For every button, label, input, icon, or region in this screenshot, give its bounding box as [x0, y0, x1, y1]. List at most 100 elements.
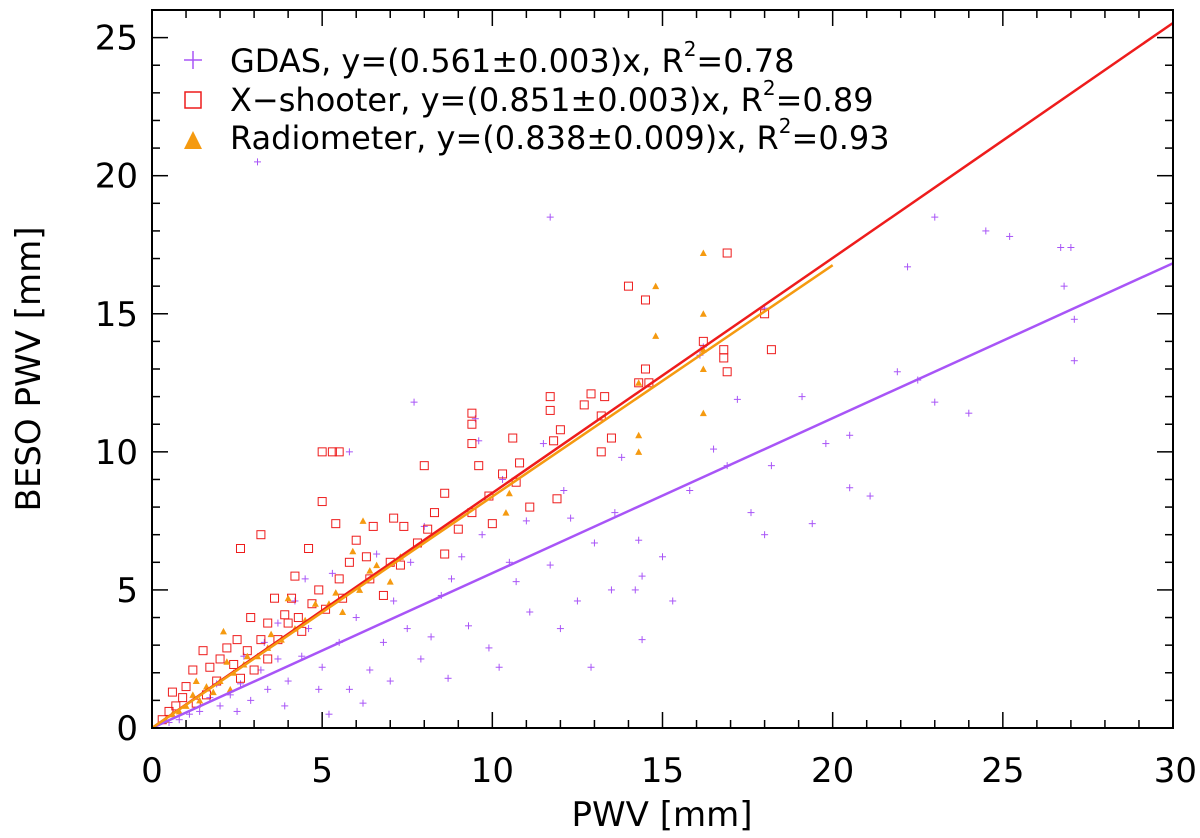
- data-point: [618, 453, 626, 461]
- data-point: [339, 608, 347, 616]
- data-point: [440, 488, 450, 498]
- y-tick-label: 25: [95, 19, 138, 59]
- data-point: [560, 487, 568, 495]
- data-point: [722, 248, 732, 258]
- data-point: [525, 502, 535, 512]
- data-point: [280, 610, 290, 620]
- legend-label-xshooter: X−shooter, y=(0.851±0.003)x, R2=0.89: [230, 76, 874, 119]
- legend: GDAS, y=(0.561±0.003)x, R2=0.78 X−shoote…: [184, 37, 890, 157]
- series-gdas: [165, 158, 1078, 726]
- data-point: [556, 625, 564, 633]
- data-point: [546, 561, 554, 569]
- data-point: [590, 539, 598, 547]
- data-point: [546, 213, 554, 221]
- data-point: [567, 514, 575, 522]
- data-point: [495, 663, 503, 671]
- x-tick-label: 15: [641, 751, 684, 791]
- data-point: [669, 597, 677, 605]
- data-point: [293, 613, 303, 623]
- series-radiometer: [162, 249, 707, 723]
- data-point: [235, 673, 245, 683]
- y-tick-label: 10: [95, 433, 138, 473]
- legend-marker-square-icon: [184, 91, 202, 109]
- data-point: [175, 716, 183, 724]
- data-point: [1070, 357, 1078, 365]
- data-point: [634, 378, 644, 388]
- data-point: [458, 553, 466, 561]
- data-point: [447, 575, 455, 583]
- data-point: [747, 509, 755, 517]
- data-point: [395, 560, 405, 570]
- data-point: [733, 395, 741, 403]
- data-point: [209, 688, 217, 696]
- data-point: [181, 682, 191, 692]
- data-point: [327, 447, 337, 457]
- data-point: [378, 590, 388, 600]
- data-point: [284, 594, 292, 602]
- data-point: [366, 666, 374, 674]
- data-point: [1006, 232, 1014, 240]
- data-point: [178, 693, 188, 703]
- data-point: [640, 295, 650, 305]
- data-point: [931, 213, 939, 221]
- fit-line-radiometer: [151, 264, 834, 730]
- data-point: [345, 685, 353, 693]
- points-layer: [157, 158, 1078, 726]
- x-tick-label: 0: [141, 751, 163, 791]
- data-point: [233, 707, 241, 715]
- data-point: [236, 680, 244, 688]
- data-point: [399, 521, 409, 531]
- data-point: [291, 597, 299, 605]
- data-point: [389, 513, 399, 523]
- data-point: [321, 604, 331, 614]
- y-tick-label: 20: [95, 157, 138, 197]
- data-point: [334, 574, 344, 584]
- data-point: [471, 415, 479, 423]
- data-point: [1057, 243, 1065, 251]
- data-point: [611, 509, 619, 517]
- data-point: [440, 549, 450, 559]
- data-point: [893, 368, 901, 376]
- data-point: [606, 433, 616, 443]
- data-point: [698, 336, 708, 346]
- x-axis-title: PWV [mm]: [572, 795, 753, 835]
- data-point: [301, 575, 309, 583]
- data-point: [235, 544, 245, 553]
- data-point: [652, 282, 660, 290]
- data-point: [325, 710, 333, 718]
- data-point: [549, 436, 559, 446]
- legend-label-radiometer: Radiometer, y=(0.838±0.009)x, R2=0.93: [230, 114, 890, 157]
- data-point: [332, 589, 340, 596]
- data-point: [318, 663, 326, 671]
- data-point: [246, 613, 256, 623]
- data-point: [205, 662, 215, 672]
- data-point: [263, 618, 273, 628]
- data-point: [846, 431, 854, 439]
- data-point: [453, 524, 463, 534]
- data-point: [344, 557, 354, 567]
- data-point: [539, 440, 547, 448]
- data-point: [719, 345, 729, 355]
- data-point: [417, 655, 425, 663]
- data-point: [761, 531, 769, 539]
- data-point: [427, 633, 435, 641]
- data-point: [315, 685, 323, 693]
- data-point: [467, 419, 477, 429]
- tick-labels: 0 5 10 15 20 25 30 0 5 10 15 20 25: [95, 19, 1197, 791]
- data-point: [467, 408, 477, 418]
- data-point: [444, 674, 452, 682]
- data-point: [410, 398, 418, 406]
- y-axis-title: BESO PWV [mm]: [9, 227, 49, 512]
- y-tick-label: 0: [116, 709, 138, 749]
- data-point: [638, 572, 646, 580]
- data-point: [579, 400, 589, 410]
- data-point: [263, 654, 273, 664]
- data-point: [478, 531, 486, 539]
- data-point: [264, 685, 272, 693]
- data-point: [175, 707, 183, 715]
- data-point: [586, 389, 596, 399]
- data-point: [189, 691, 197, 698]
- data-point: [652, 332, 660, 339]
- data-point: [192, 677, 200, 685]
- data-point: [635, 448, 643, 455]
